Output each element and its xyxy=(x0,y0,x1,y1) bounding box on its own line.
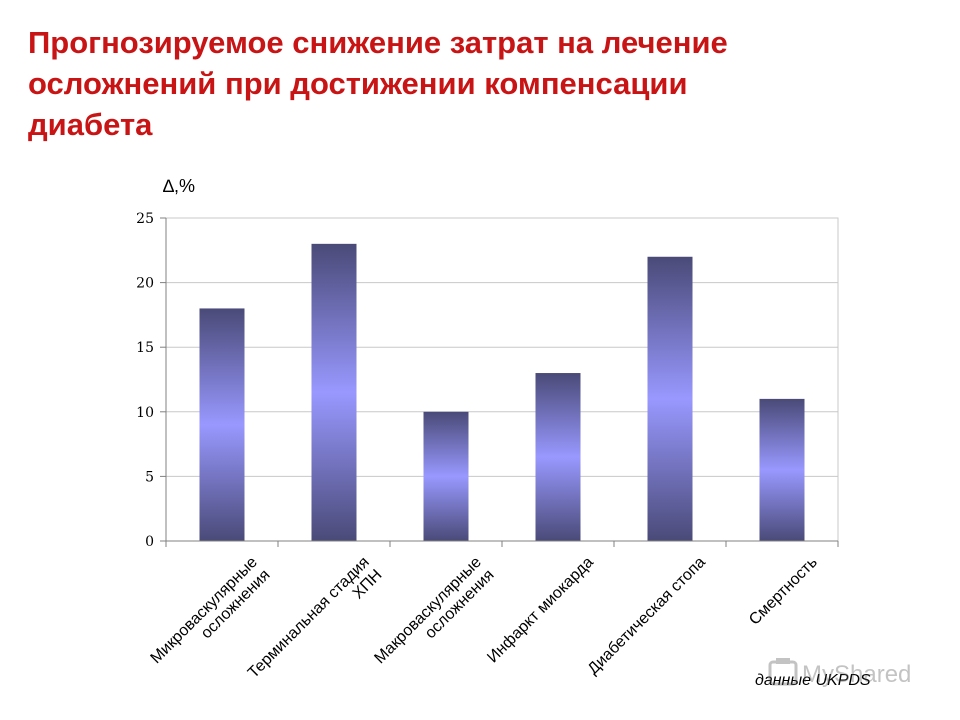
bar-5 xyxy=(647,256,693,541)
bar-4 xyxy=(535,373,581,541)
y-axis-label: ∆,% xyxy=(163,176,196,196)
y-tick-label: 15 xyxy=(136,340,154,356)
bar-2 xyxy=(311,243,357,541)
y-tick-label: 5 xyxy=(145,469,154,485)
axes xyxy=(160,217,839,547)
source-note: данные UKPDS xyxy=(755,672,871,689)
plot-frame xyxy=(165,217,839,542)
watermark-logo: MyShared xyxy=(768,658,911,688)
x-category-label: Инфаркт миокарда xyxy=(484,554,597,667)
svg-text:MyShared: MyShared xyxy=(802,661,911,688)
bar-1 xyxy=(199,308,245,541)
x-category-label: Макроваскулярныеосложнения xyxy=(371,554,497,680)
title-line-3: диабета xyxy=(28,107,153,142)
title-line-2: осложнений при достижении компенсации xyxy=(28,66,688,101)
y-tick-label: 10 xyxy=(136,405,154,421)
title-line-1: Прогнозируемое снижение затрат на лечени… xyxy=(28,25,728,60)
y-tick-label: 20 xyxy=(136,276,154,292)
x-category-label: Смертность xyxy=(746,554,821,629)
x-category-label: Диабетическая стопа xyxy=(585,554,709,678)
bar-3 xyxy=(423,411,469,541)
grid-lines xyxy=(165,217,839,542)
y-tick-label: 25 xyxy=(136,211,154,227)
bar-6 xyxy=(759,398,805,541)
bars xyxy=(199,243,805,541)
slide-title: Прогнозируемое снижение затрат на лечени… xyxy=(28,22,928,145)
y-tick-label: 0 xyxy=(145,534,154,550)
